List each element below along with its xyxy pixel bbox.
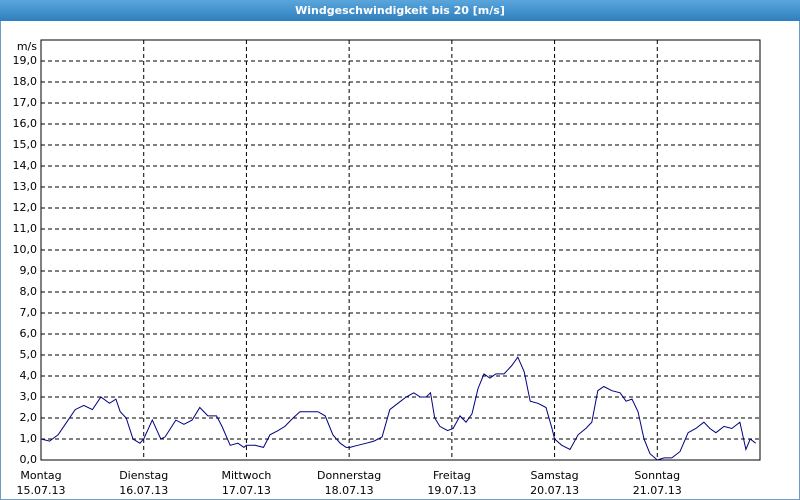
y-tick-label: 5,0 [20, 348, 38, 361]
x-tick-date: 18.07.13 [325, 484, 374, 497]
y-tick-label: 1,0 [20, 432, 38, 445]
data-line [40, 356, 757, 461]
x-tick-label: Sonntag [634, 469, 680, 482]
x-tick-label: Mittwoch [221, 469, 271, 482]
x-tick-label: Samstag [530, 469, 578, 482]
y-tick-label: 11,0 [13, 222, 38, 235]
y-tick-label: 7,0 [20, 306, 38, 319]
x-tick-date: 17.07.13 [222, 484, 271, 497]
x-tick-label: Dienstag [119, 469, 168, 482]
y-tick-label: 0,0 [20, 453, 38, 466]
x-tick-label: Freitag [433, 469, 471, 482]
x-tick-date: 15.07.13 [17, 484, 66, 497]
y-tick-label: 2,0 [20, 411, 38, 424]
x-tick-date: 20.07.13 [530, 484, 579, 497]
y-unit: m/s [17, 40, 37, 53]
x-tick-date: 16.07.13 [119, 484, 168, 497]
y-tick-label: 17,0 [13, 96, 38, 109]
y-tick-label: 4,0 [20, 369, 38, 382]
y-tick-label: 10,0 [13, 243, 38, 256]
y-tick-label: 3,0 [20, 390, 38, 403]
marks-layer [40, 356, 757, 461]
x-tick-label: Montag [20, 469, 61, 482]
y-tick-label: 12,0 [13, 201, 38, 214]
y-tick-label: 15,0 [13, 138, 38, 151]
y-tick-label: 13,0 [13, 180, 38, 193]
x-tick-date: 19.07.13 [427, 484, 476, 497]
plot-frame [40, 39, 761, 461]
y-tick-label: 19,0 [13, 54, 38, 67]
grid-layer [40, 40, 760, 461]
chart-title: Windgeschwindigkeit bis 20 [m/s] [295, 4, 505, 17]
y-tick-label: 14,0 [13, 159, 38, 172]
y-tick-label: 9,0 [20, 264, 38, 277]
y-tick-label: 18,0 [13, 75, 38, 88]
y-tick-label: 8,0 [20, 285, 38, 298]
x-tick-label: Donnerstag [317, 469, 381, 482]
y-tick-label: 6,0 [20, 327, 38, 340]
x-tick-date: 21.07.13 [633, 484, 682, 497]
title-bar [0, 0, 800, 21]
y-tick-label: 16,0 [13, 117, 38, 130]
